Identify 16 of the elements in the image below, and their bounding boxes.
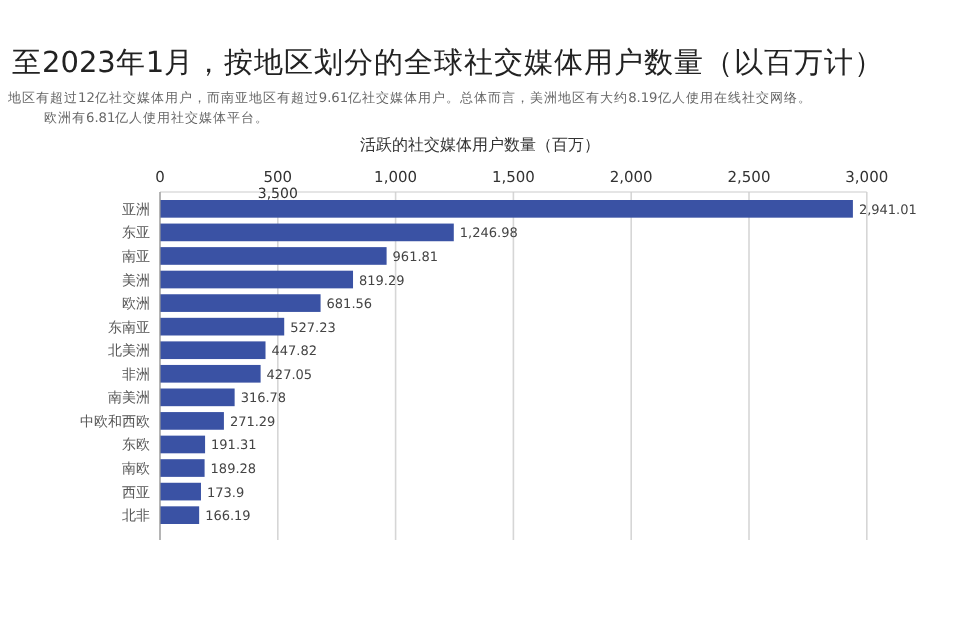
bar <box>160 317 285 336</box>
bar <box>160 459 205 477</box>
bar <box>160 506 200 524</box>
bar <box>160 270 354 289</box>
bar <box>160 294 321 312</box>
bar <box>160 341 266 360</box>
bar <box>160 482 201 501</box>
bar <box>160 388 235 407</box>
bar <box>160 412 224 430</box>
bar <box>160 435 206 454</box>
bar <box>160 364 261 383</box>
bar <box>160 223 454 242</box>
bar <box>160 200 853 218</box>
bar <box>160 247 387 265</box>
x-axis-title: 活跃的社交媒体用户数量（百万） <box>360 136 600 154</box>
chart-title: 至2023年1月，按地区划分的全球社交媒体用户数量（以百万计） <box>12 46 885 80</box>
